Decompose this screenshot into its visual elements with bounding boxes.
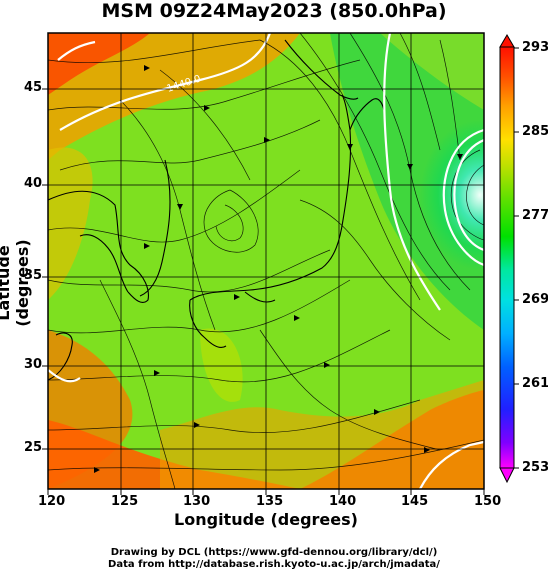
credit-drawing: Drawing by DCL (https://www.gfd-dennou.o…: [110, 547, 438, 558]
coastline: [48, 39, 385, 381]
axis-ticks: [42, 88, 485, 495]
colorbar: [499, 34, 519, 484]
colorbar-tick-label: 285: [522, 124, 548, 139]
y-tick-label: 30: [24, 357, 43, 372]
colorbar-tick-label: 269: [522, 292, 548, 307]
x-tick-label: 135: [256, 494, 284, 509]
colorbar-tick-label: 293: [522, 40, 548, 55]
x-tick-label: 130: [183, 494, 211, 509]
y-tick-label: 25: [24, 440, 43, 455]
grid-lines: [48, 33, 484, 489]
x-tick-label: 145: [401, 494, 429, 509]
credit-data-source: Data from http://database.rish.kyoto-u.a…: [108, 559, 440, 570]
y-axis-label: Latitude (degrees): [0, 239, 32, 327]
colorbar-tick-label: 253: [522, 460, 548, 475]
map-title: MSM 09Z24May2023 (850.0hPa): [101, 0, 447, 22]
y-tick-label: 35: [24, 268, 43, 283]
colorbar-tick-label: 277: [522, 208, 548, 223]
x-tick-label: 125: [111, 494, 139, 509]
y-tick-label: 45: [24, 80, 43, 95]
x-tick-label: 120: [38, 494, 66, 509]
y-tick-label: 40: [24, 176, 43, 191]
x-tick-label: 150: [474, 494, 502, 509]
colorbar-tick-label: 261: [522, 376, 548, 391]
colorbar-max-arrow: [499, 34, 515, 48]
x-axis-label: Longitude (degrees): [174, 510, 358, 529]
colorbar-min-arrow: [499, 467, 515, 484]
x-tick-label: 140: [329, 494, 357, 509]
